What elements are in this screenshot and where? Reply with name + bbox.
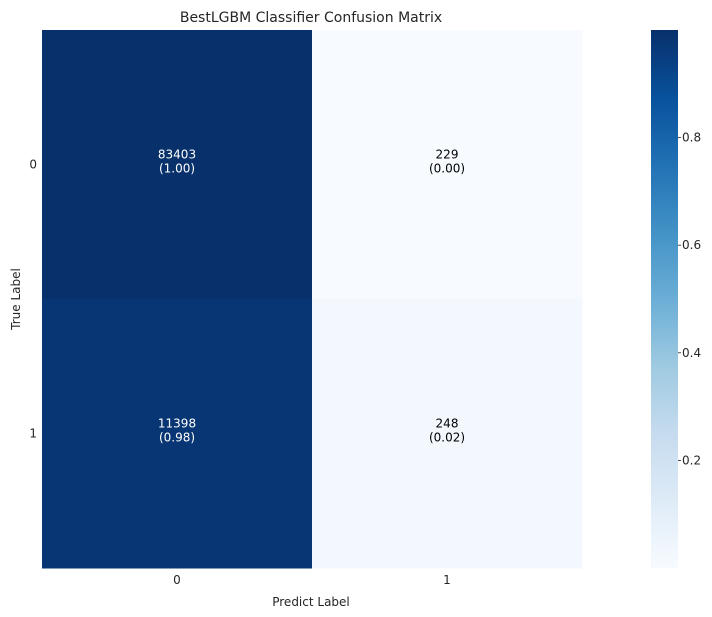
y-tick-label: 1 [29,427,37,441]
x-tick-label: 1 [443,573,451,587]
colorbar-tick-label: 0.8 [682,131,701,145]
y-tick-label: 0 [29,158,37,172]
heatmap-cell-0-0 [42,30,313,300]
colorbar-tick-label: 0.2 [682,453,701,467]
y-axis-label: True Label [9,268,23,331]
heatmap-cells [42,30,583,569]
cell-label-0-1: 229 (0.00) [429,148,465,176]
colorbar-ticks: 0.2 0.4 0.6 0.8 [678,131,701,467]
colorbar [651,30,678,568]
heatmap-cell-1-0 [42,299,313,569]
colorbar-tick-label: 0.6 [682,238,701,252]
cell-label-1-0: 11398 (0.98) [158,417,196,445]
x-tick-label: 0 [173,573,181,587]
cell-label-1-1: 248 (0.02) [429,417,465,445]
heatmap-cell-1-1 [312,299,583,569]
heatmap-cell-0-1 [312,30,583,300]
x-axis-label: Predict Label [272,595,350,609]
colorbar-tick-label: 0.4 [682,346,701,360]
chart-title: BestLGBM Classifier Confusion Matrix [180,10,442,26]
cell-label-0-0: 83403 (1.00) [158,148,196,176]
cell-labels: 83403 (1.00) 229 (0.00) 11398 (0.98) 248 (0.02) [158,148,465,445]
y-axis-ticks: 01 [29,158,37,441]
